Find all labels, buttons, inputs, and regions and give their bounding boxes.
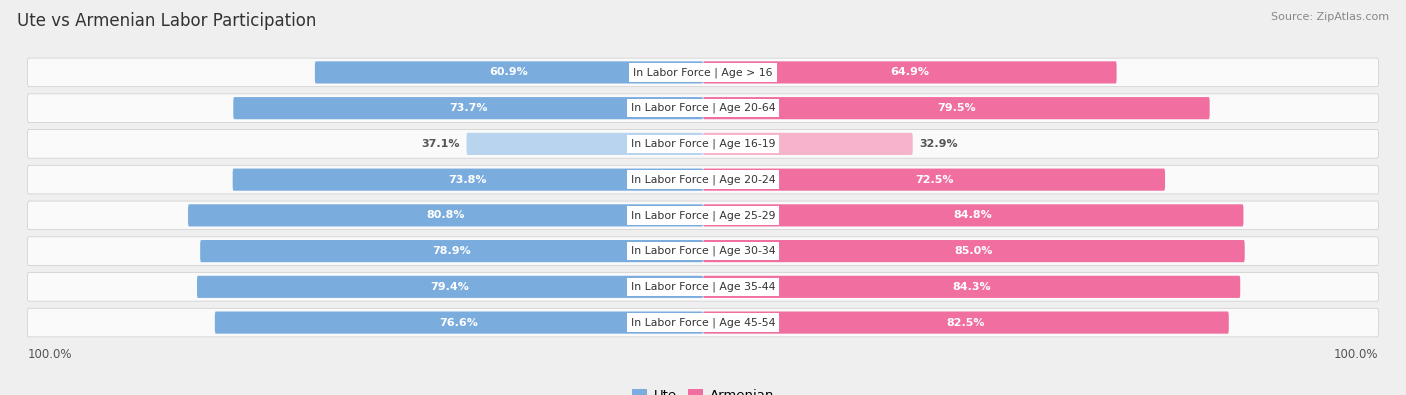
Text: 37.1%: 37.1% [422, 139, 460, 149]
Text: Ute vs Armenian Labor Participation: Ute vs Armenian Labor Participation [17, 12, 316, 30]
Text: In Labor Force | Age 35-44: In Labor Force | Age 35-44 [631, 282, 775, 292]
Text: 100.0%: 100.0% [1334, 348, 1378, 361]
FancyBboxPatch shape [703, 97, 1209, 119]
FancyBboxPatch shape [28, 273, 1378, 301]
Text: In Labor Force | Age > 16: In Labor Force | Age > 16 [633, 67, 773, 78]
Text: In Labor Force | Age 16-19: In Labor Force | Age 16-19 [631, 139, 775, 149]
FancyBboxPatch shape [703, 61, 1116, 83]
FancyBboxPatch shape [197, 276, 703, 298]
Text: 80.8%: 80.8% [426, 211, 465, 220]
Text: 84.8%: 84.8% [953, 211, 993, 220]
FancyBboxPatch shape [28, 130, 1378, 158]
Text: 78.9%: 78.9% [432, 246, 471, 256]
FancyBboxPatch shape [233, 97, 703, 119]
Text: 76.6%: 76.6% [440, 318, 478, 327]
FancyBboxPatch shape [28, 201, 1378, 229]
FancyBboxPatch shape [28, 94, 1378, 122]
FancyBboxPatch shape [200, 240, 703, 262]
Text: 82.5%: 82.5% [946, 318, 986, 327]
Text: In Labor Force | Age 20-24: In Labor Force | Age 20-24 [631, 174, 775, 185]
FancyBboxPatch shape [467, 133, 703, 155]
FancyBboxPatch shape [28, 58, 1378, 87]
FancyBboxPatch shape [703, 312, 1229, 334]
FancyBboxPatch shape [215, 312, 703, 334]
FancyBboxPatch shape [703, 169, 1166, 191]
Text: 79.4%: 79.4% [430, 282, 470, 292]
Legend: Ute, Armenian: Ute, Armenian [626, 384, 780, 395]
FancyBboxPatch shape [703, 276, 1240, 298]
Text: Source: ZipAtlas.com: Source: ZipAtlas.com [1271, 12, 1389, 22]
FancyBboxPatch shape [188, 204, 703, 226]
Text: 100.0%: 100.0% [28, 348, 72, 361]
FancyBboxPatch shape [28, 166, 1378, 194]
Text: 32.9%: 32.9% [920, 139, 957, 149]
Text: 73.8%: 73.8% [449, 175, 486, 184]
FancyBboxPatch shape [703, 240, 1244, 262]
FancyBboxPatch shape [315, 61, 703, 83]
FancyBboxPatch shape [232, 169, 703, 191]
Text: In Labor Force | Age 45-54: In Labor Force | Age 45-54 [631, 317, 775, 328]
FancyBboxPatch shape [28, 308, 1378, 337]
Text: 73.7%: 73.7% [449, 103, 488, 113]
Text: 84.3%: 84.3% [952, 282, 991, 292]
FancyBboxPatch shape [703, 133, 912, 155]
Text: 79.5%: 79.5% [936, 103, 976, 113]
Text: 72.5%: 72.5% [915, 175, 953, 184]
FancyBboxPatch shape [703, 204, 1243, 226]
FancyBboxPatch shape [28, 237, 1378, 265]
Text: 64.9%: 64.9% [890, 68, 929, 77]
Text: 85.0%: 85.0% [955, 246, 993, 256]
Text: In Labor Force | Age 25-29: In Labor Force | Age 25-29 [631, 210, 775, 221]
Text: In Labor Force | Age 20-64: In Labor Force | Age 20-64 [631, 103, 775, 113]
Text: 60.9%: 60.9% [489, 68, 529, 77]
Text: In Labor Force | Age 30-34: In Labor Force | Age 30-34 [631, 246, 775, 256]
